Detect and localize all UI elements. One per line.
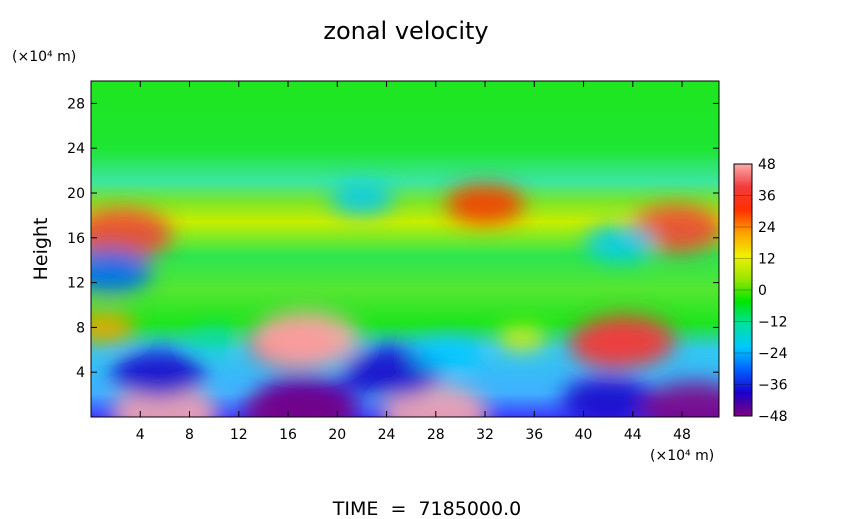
y-tick-label: 28 xyxy=(67,96,85,112)
colorbar-tick-label: 0 xyxy=(758,283,767,299)
x-tick-label: 16 xyxy=(279,427,297,443)
y-axis-label: Height xyxy=(30,218,52,281)
x-tick-label: 40 xyxy=(575,427,593,443)
x-tick-label: 20 xyxy=(328,427,346,443)
colorbar-ticks: 48 36 24 12 0 −12 −24 −36 −48 xyxy=(734,157,788,425)
plot-area xyxy=(91,81,719,417)
y-axis: 4 8 12 16 20 24 28 xyxy=(67,96,719,381)
x-tick-label: 12 xyxy=(230,427,248,443)
heatmap-feature xyxy=(414,338,482,373)
colorbar-tick-label: −48 xyxy=(758,409,788,425)
heatmap-features xyxy=(91,182,719,417)
y-tick-label: 24 xyxy=(67,141,85,157)
colorbar-tick-label: 24 xyxy=(758,220,776,236)
x-tick-label: 8 xyxy=(185,427,194,443)
heatmap-feature xyxy=(91,249,153,294)
heatmap-feature xyxy=(91,208,172,261)
y-tick-label: 4 xyxy=(76,365,85,381)
heatmap-feature xyxy=(497,326,547,351)
x-tick-label: 24 xyxy=(378,427,396,443)
y-tick-label: 12 xyxy=(67,276,85,292)
colorbar: 48 36 24 12 0 −12 −24 −36 −48 xyxy=(733,157,788,425)
heatmap-feature xyxy=(91,311,136,344)
x-tick-label: 44 xyxy=(624,427,642,443)
colorbar-tick-label: −36 xyxy=(758,378,788,394)
x-tick-label: 48 xyxy=(673,427,691,443)
y-tick-label: 8 xyxy=(76,320,85,336)
x-tick-label: 28 xyxy=(427,427,445,443)
heatmap-feature xyxy=(576,314,677,367)
x-tick-label: 36 xyxy=(525,427,543,443)
y-unit-label: (×10⁴ m) xyxy=(12,49,76,65)
heatmap-feature xyxy=(191,327,238,350)
heatmap-feature xyxy=(112,350,206,399)
colorbar-tick-label: 36 xyxy=(758,189,776,205)
heatmap-feature xyxy=(445,184,525,225)
colorbar-tick-label: −24 xyxy=(758,346,788,362)
x-tick-label: 32 xyxy=(476,427,494,443)
x-unit-label: (×10⁴ m) xyxy=(650,448,714,464)
x-tick-label: 4 xyxy=(136,427,145,443)
colorbar-tick-label: 12 xyxy=(758,252,776,268)
colorbar-tick-label: −12 xyxy=(758,315,788,331)
heatmap-feature xyxy=(561,376,655,417)
y-tick-label: 20 xyxy=(67,186,85,202)
heatmap-feature xyxy=(640,381,719,417)
y-tick-label: 16 xyxy=(67,231,85,247)
heatmap-feature xyxy=(584,225,657,262)
colorbar-tick-label: 48 xyxy=(758,157,776,173)
heatmap-feature xyxy=(329,182,394,215)
heatmap-feature xyxy=(252,310,361,367)
heatmap-feature xyxy=(243,382,358,417)
chart-title: zonal velocity xyxy=(323,17,488,45)
x-axis: 4 8 12 16 20 24 28 32 36 40 44 48 xyxy=(136,81,691,443)
time-footer: TIME = 7185000.0 xyxy=(332,498,521,519)
plot-frame xyxy=(90,80,720,418)
